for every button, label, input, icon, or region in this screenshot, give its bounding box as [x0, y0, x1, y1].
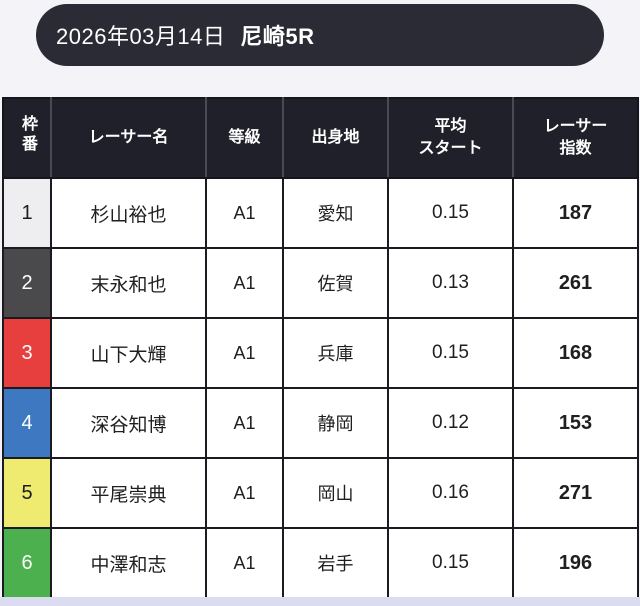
col-header-racer-index: レーサー 指数 — [512, 97, 639, 179]
avg-start-cell: 0.16 — [387, 457, 514, 529]
racer-index-cell: 271 — [512, 457, 639, 529]
grade-cell: A1 — [205, 457, 284, 529]
origin-cell: 岩手 — [282, 527, 389, 599]
grade-cell: A1 — [205, 177, 284, 249]
col-header-avg-start: 平均 スタート — [387, 97, 514, 179]
race-title-bar: 2026年03月14日 尼崎5R — [36, 4, 604, 66]
racer-name-cell: 杉山裕也 — [50, 177, 207, 249]
grade-cell: A1 — [205, 527, 284, 599]
race-name: 尼崎5R — [240, 24, 315, 49]
table-row: 5 平尾崇典 A1 岡山 0.16 271 — [2, 457, 639, 529]
racer-index-cell: 261 — [512, 247, 639, 319]
lane-number-cell: 3 — [2, 317, 52, 389]
table-row: 4 深谷知博 A1 静岡 0.12 153 — [2, 387, 639, 459]
origin-cell: 佐賀 — [282, 247, 389, 319]
racer-name-cell: 平尾崇典 — [50, 457, 207, 529]
racer-name-cell: 深谷知博 — [50, 387, 207, 459]
origin-cell: 岡山 — [282, 457, 389, 529]
racer-table: 枠番 レーサー名 等級 出身地 平均 スタート レーサー 指数 1 杉山裕也 A… — [2, 97, 639, 599]
grade-cell: A1 — [205, 387, 284, 459]
avg-start-cell: 0.15 — [387, 317, 514, 389]
avg-start-cell: 0.15 — [387, 177, 514, 249]
avg-start-cell: 0.15 — [387, 527, 514, 599]
racer-name-cell: 中澤和志 — [50, 527, 207, 599]
table-row: 1 杉山裕也 A1 愛知 0.15 187 — [2, 177, 639, 249]
table-row: 2 末永和也 A1 佐賀 0.13 261 — [2, 247, 639, 319]
avg-start-cell: 0.13 — [387, 247, 514, 319]
origin-cell: 愛知 — [282, 177, 389, 249]
racer-index-cell: 153 — [512, 387, 639, 459]
table-row: 3 山下大輝 A1 兵庫 0.15 168 — [2, 317, 639, 389]
origin-cell: 静岡 — [282, 387, 389, 459]
racer-name-cell: 末永和也 — [50, 247, 207, 319]
table-row: 6 中澤和志 A1 岩手 0.15 196 — [2, 527, 639, 599]
racer-index-cell: 187 — [512, 177, 639, 249]
grade-cell: A1 — [205, 247, 284, 319]
table-header: 枠番 レーサー名 等級 出身地 平均 スタート レーサー 指数 — [2, 97, 639, 179]
footer-strip — [0, 597, 640, 606]
grade-cell: A1 — [205, 317, 284, 389]
racer-name-cell: 山下大輝 — [50, 317, 207, 389]
col-header-waku: 枠番 — [2, 97, 52, 179]
lane-number-cell: 6 — [2, 527, 52, 599]
lane-number-cell: 2 — [2, 247, 52, 319]
lane-number-cell: 5 — [2, 457, 52, 529]
race-date: 2026年03月14日 — [56, 24, 226, 49]
lane-number-cell: 1 — [2, 177, 52, 249]
col-header-name: レーサー名 — [50, 97, 207, 179]
col-header-origin: 出身地 — [282, 97, 389, 179]
col-header-grade: 等級 — [205, 97, 284, 179]
racer-index-cell: 168 — [512, 317, 639, 389]
origin-cell: 兵庫 — [282, 317, 389, 389]
racer-index-cell: 196 — [512, 527, 639, 599]
lane-number-cell: 4 — [2, 387, 52, 459]
avg-start-cell: 0.12 — [387, 387, 514, 459]
